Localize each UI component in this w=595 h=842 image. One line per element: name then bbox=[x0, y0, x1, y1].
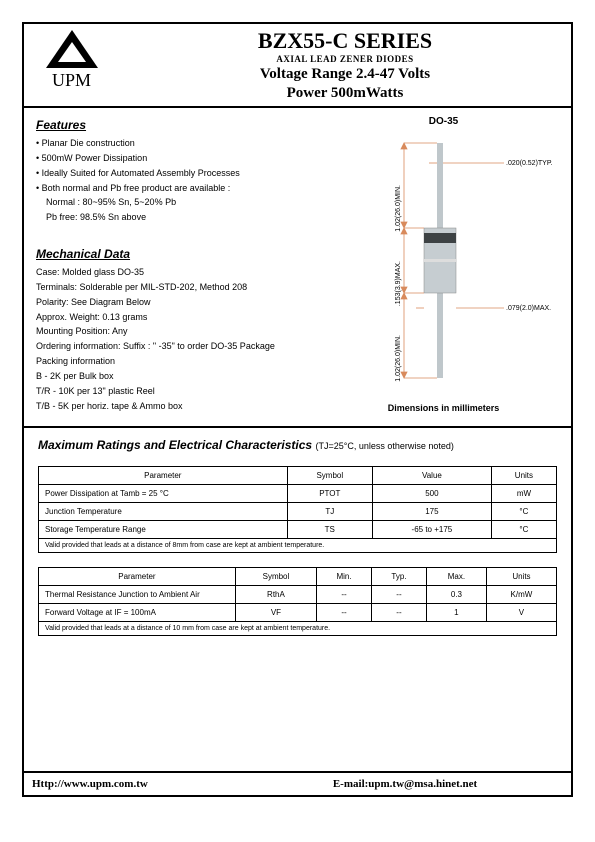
table2-note: Valid provided that leads at a distance … bbox=[38, 622, 557, 636]
voltage-range: Voltage Range 2.4-47 Volts bbox=[119, 66, 571, 83]
mech-line: T/R - 10K per 13" plastic Reel bbox=[36, 384, 316, 399]
logo-cell: UPM bbox=[24, 24, 119, 106]
dim-lead-len-bot: 1.02(26.0)MIN. bbox=[395, 335, 402, 382]
ratings-block: Maximum Ratings and Electrical Character… bbox=[24, 428, 571, 642]
mech-line: Packing information bbox=[36, 354, 316, 369]
ratings-heading: Maximum Ratings and Electrical Character… bbox=[38, 438, 557, 452]
t2-h: Units bbox=[486, 567, 556, 585]
page-frame: UPM BZX55-C SERIES AXIAL LEAD ZENER DIOD… bbox=[22, 22, 573, 797]
footer-email: E-mail:upm.tw@msa.hinet.net bbox=[325, 773, 485, 795]
mech-line: Approx. Weight: 0.13 grams bbox=[36, 310, 316, 325]
ratings-table-2: Parameter Symbol Min. Typ. Max. Units Th… bbox=[38, 567, 557, 622]
mech-line: Case: Molded glass DO-35 bbox=[36, 265, 316, 280]
feature-item: Both normal and Pb free product are avai… bbox=[36, 181, 316, 196]
dim-lead-len-top: 1.02(26.0)MIN. bbox=[395, 185, 402, 232]
t2-h: Symbol bbox=[235, 567, 316, 585]
main-row: Features Planar Die construction 500mW P… bbox=[24, 108, 571, 428]
mech-line: T/B - 5K per horiz. tape & Ammo box bbox=[36, 399, 316, 414]
title-cell: BZX55-C SERIES AXIAL LEAD ZENER DIODES V… bbox=[119, 24, 571, 106]
body-highlight bbox=[424, 259, 456, 262]
mechanical-block: Mechanical Data Case: Molded glass DO-35… bbox=[36, 247, 316, 413]
t2-h: Typ. bbox=[372, 567, 427, 585]
ratings-table-1: Parameter Symbol Value Units Power Dissi… bbox=[38, 466, 557, 539]
logo-text: UPM bbox=[52, 70, 91, 91]
features-heading: Features bbox=[36, 118, 316, 132]
right-column: DO-35 bbox=[324, 108, 571, 426]
t2-h: Max. bbox=[426, 567, 486, 585]
t2-h: Parameter bbox=[39, 567, 236, 585]
mech-line: Terminals: Solderable per MIL-STD-202, M… bbox=[36, 280, 316, 295]
dim-body-dia: .079(2.0)MAX. bbox=[506, 305, 551, 312]
t1-h: Value bbox=[372, 466, 491, 484]
t2-h: Min. bbox=[317, 567, 372, 585]
mech-line: Ordering information: Suffix : " -35" to… bbox=[36, 339, 316, 354]
t1-h: Units bbox=[491, 466, 556, 484]
dim-lead-dia: .020(0.52)TYP. bbox=[506, 160, 553, 167]
lead-top bbox=[437, 143, 443, 228]
mech-line: Polarity: See Diagram Below bbox=[36, 295, 316, 310]
footer: Http://www.upm.com.tw E-mail:upm.tw@msa.… bbox=[24, 771, 571, 795]
t1-h: Symbol bbox=[287, 466, 372, 484]
ratings-heading-text: Maximum Ratings and Electrical Character… bbox=[38, 438, 312, 452]
table-row: Storage Temperature Range TS -65 to +175… bbox=[39, 520, 557, 538]
table-row: Forward Voltage at IF = 100mA VF -- -- 1… bbox=[39, 603, 557, 621]
series-subtitle: AXIAL LEAD ZENER DIODES bbox=[119, 54, 571, 64]
mechanical-heading: Mechanical Data bbox=[36, 247, 316, 261]
feature-item: Ideally Suited for Automated Assembly Pr… bbox=[36, 166, 316, 181]
table-row: Junction Temperature TJ 175 °C bbox=[39, 502, 557, 520]
feature-subitem: Normal : 80~95% Sn, 5~20% Pb bbox=[36, 195, 316, 210]
power-rating: Power 500mWatts bbox=[119, 85, 571, 102]
feature-item: 500mW Power Dissipation bbox=[36, 151, 316, 166]
footer-url: Http://www.upm.com.tw bbox=[24, 773, 325, 795]
cathode-band bbox=[424, 233, 456, 243]
series-title: BZX55-C SERIES bbox=[119, 28, 571, 54]
package-diagram: .020(0.52)TYP. .079(2.0)MAX. 1.02(26.0)M… bbox=[334, 133, 554, 393]
feature-subitem: Pb free: 98.5% Sn above bbox=[36, 210, 316, 225]
table-row: Thermal Resistance Junction to Ambient A… bbox=[39, 585, 557, 603]
table1-note: Valid provided that leads at a distance … bbox=[38, 539, 557, 553]
package-label: DO-35 bbox=[429, 116, 458, 127]
mech-line: B - 2K per Bulk box bbox=[36, 369, 316, 384]
lead-bottom bbox=[437, 293, 443, 378]
ratings-condition: (TJ=25°C, unless otherwise noted) bbox=[315, 441, 453, 451]
mech-line: Mounting Position: Any bbox=[36, 324, 316, 339]
table-row: Power Dissipation at Tamb = 25 °C PTOT 5… bbox=[39, 484, 557, 502]
dimensions-note: Dimensions in millimeters bbox=[388, 403, 500, 413]
t1-h: Parameter bbox=[39, 466, 288, 484]
feature-item: Planar Die construction bbox=[36, 136, 316, 151]
logo-icon bbox=[46, 30, 98, 68]
left-column: Features Planar Die construction 500mW P… bbox=[24, 108, 324, 426]
header: UPM BZX55-C SERIES AXIAL LEAD ZENER DIOD… bbox=[24, 24, 571, 108]
dim-body-len: .153(3.9)MAX. bbox=[395, 261, 402, 306]
